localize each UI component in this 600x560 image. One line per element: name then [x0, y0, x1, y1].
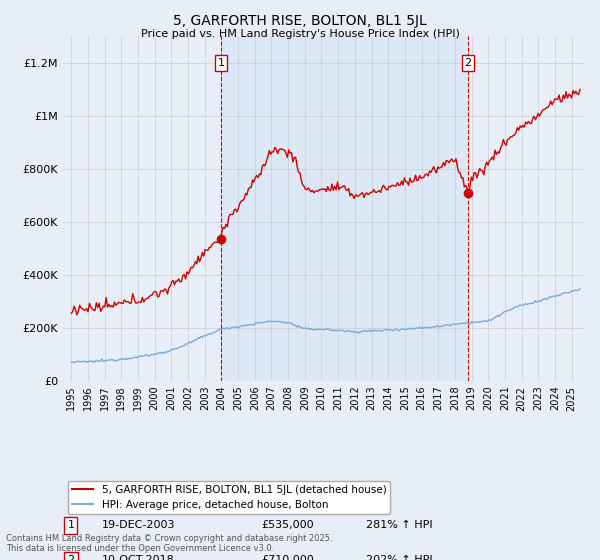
Text: 10-OCT-2018: 10-OCT-2018	[102, 555, 175, 560]
Bar	[221, 36, 468, 381]
Text: 1: 1	[217, 58, 224, 68]
Text: 281% ↑ HPI: 281% ↑ HPI	[366, 520, 433, 530]
Text: 2: 2	[464, 58, 472, 68]
Text: Contains HM Land Registry data © Crown copyright and database right 2025.
This d: Contains HM Land Registry data © Crown c…	[6, 534, 332, 553]
Text: 1: 1	[67, 520, 74, 530]
Text: £535,000: £535,000	[262, 520, 314, 530]
Text: 202% ↑ HPI: 202% ↑ HPI	[366, 555, 433, 560]
Text: 5, GARFORTH RISE, BOLTON, BL1 5JL: 5, GARFORTH RISE, BOLTON, BL1 5JL	[173, 14, 427, 28]
Text: £710,000: £710,000	[262, 555, 314, 560]
Text: Price paid vs. HM Land Registry's House Price Index (HPI): Price paid vs. HM Land Registry's House …	[140, 29, 460, 39]
Legend: 5, GARFORTH RISE, BOLTON, BL1 5JL (detached house), HPI: Average price, detached: 5, GARFORTH RISE, BOLTON, BL1 5JL (detac…	[68, 480, 391, 514]
Text: 2: 2	[67, 555, 74, 560]
Text: 19-DEC-2003: 19-DEC-2003	[102, 520, 176, 530]
